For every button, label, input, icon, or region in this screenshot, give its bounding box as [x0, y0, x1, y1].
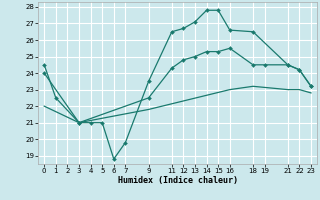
X-axis label: Humidex (Indice chaleur): Humidex (Indice chaleur) [118, 176, 238, 185]
